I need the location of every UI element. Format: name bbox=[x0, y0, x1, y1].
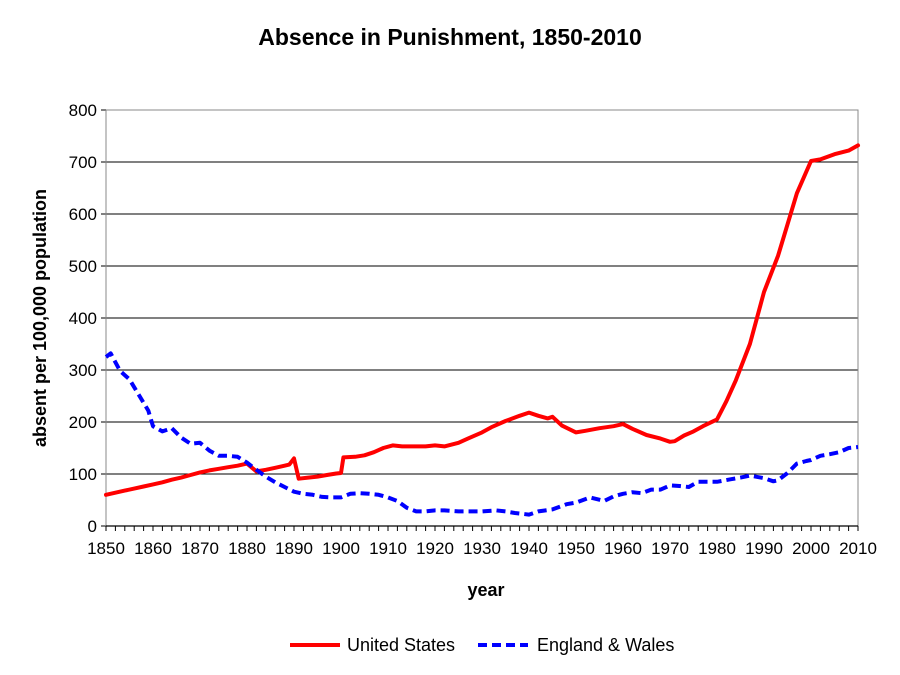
legend-label: United States bbox=[347, 635, 455, 655]
x-tick-label: 1910 bbox=[369, 539, 407, 558]
chart-title: Absence in Punishment, 1850-2010 bbox=[258, 24, 642, 50]
y-axis-label: absent per 100,000 population bbox=[30, 189, 50, 447]
y-tick-label: 400 bbox=[69, 309, 97, 328]
x-axis-tick-labels: 1850 1860 1870 1880 1890 1900 1910 1920 1930 1940… bbox=[87, 539, 877, 558]
y-tick-label: 200 bbox=[69, 413, 97, 432]
series-line-united-states bbox=[104, 143, 860, 497]
legend-label: England & Wales bbox=[537, 635, 674, 655]
x-tick-label: 1960 bbox=[604, 539, 642, 558]
y-tick-label: 600 bbox=[69, 205, 97, 224]
x-tick-label: 1870 bbox=[181, 539, 219, 558]
y-tick-label: 0 bbox=[88, 517, 97, 536]
y-tick-label: 800 bbox=[69, 101, 97, 120]
x-tick-label: 1890 bbox=[275, 539, 313, 558]
series-line-england-wales bbox=[104, 351, 859, 517]
x-tick-label: 1860 bbox=[134, 539, 172, 558]
x-tick-label: 1940 bbox=[510, 539, 548, 558]
x-axis-label: year bbox=[467, 580, 504, 600]
x-tick-label: 1920 bbox=[416, 539, 454, 558]
axes bbox=[101, 109, 859, 531]
y-tick-label: 100 bbox=[69, 465, 97, 484]
legend: United States England & Wales bbox=[290, 635, 674, 655]
x-tick-label: 1990 bbox=[745, 539, 783, 558]
y-axis-tick-labels: 0 100 200 300 400 500 600 700 800 bbox=[69, 101, 97, 536]
x-tick-label: 1950 bbox=[557, 539, 595, 558]
series-lines bbox=[104, 143, 860, 517]
x-tick-label: 2000 bbox=[792, 539, 830, 558]
x-tick-label: 2010 bbox=[839, 539, 877, 558]
x-tick-label: 1850 bbox=[87, 539, 125, 558]
x-tick-label: 1970 bbox=[651, 539, 689, 558]
x-tick-label: 1930 bbox=[463, 539, 501, 558]
y-tick-label: 500 bbox=[69, 257, 97, 276]
y-tick-label: 700 bbox=[69, 153, 97, 172]
x-tick-label: 1880 bbox=[228, 539, 266, 558]
y-tick-label: 300 bbox=[69, 361, 97, 380]
grid-lines bbox=[106, 109, 858, 527]
x-tick-label: 1980 bbox=[698, 539, 736, 558]
x-tick-label: 1900 bbox=[322, 539, 360, 558]
